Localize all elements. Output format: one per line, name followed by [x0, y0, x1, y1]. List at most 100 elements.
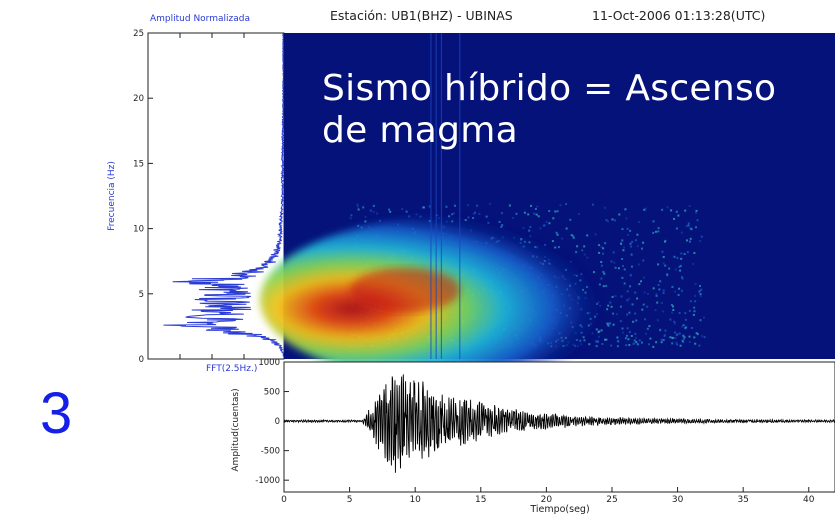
spectrogram-speckle [636, 245, 639, 248]
seismogram-xtick-label: 20 [541, 495, 553, 505]
fft-ylabel: Frecuencia (Hz) [107, 161, 117, 231]
spectrogram-speckle [662, 256, 665, 258]
event-datetime: 11-Oct-2006 01:13:28(UTC) [592, 8, 766, 23]
spectrogram-speckle [687, 222, 690, 225]
spectrogram-speckle [350, 214, 353, 217]
spectrogram-speckle [515, 212, 518, 215]
spectrogram-speckle [536, 205, 539, 208]
spectrogram-speckle [652, 231, 655, 234]
spectrogram-speckle [692, 313, 695, 316]
spectrogram-speckle [693, 336, 696, 339]
seismogram-xtick-label: 40 [803, 495, 815, 505]
spectrogram-speckle [669, 336, 672, 339]
spectrogram-speckle [678, 266, 681, 268]
spectrogram-speckle [687, 224, 690, 227]
fft-ytick-label: 20 [133, 94, 144, 104]
spectrogram-speckle [523, 211, 526, 214]
spectrogram-speckle [642, 241, 645, 244]
spectrogram-speckle [636, 233, 639, 236]
spectrogram-speckle [408, 215, 411, 218]
spectrogram-speckle [415, 213, 418, 216]
spectrogram-speckle [454, 204, 456, 207]
spectrogram-speckle [376, 212, 379, 215]
spectrogram-speckle [699, 294, 702, 297]
spectrogram-speckle [680, 252, 683, 255]
spectrogram-speckle [674, 268, 677, 271]
spectrogram-speckle [472, 212, 475, 215]
spectrogram-peak-region [350, 268, 460, 312]
spectrogram-speckle [692, 262, 695, 265]
seismogram-ytick-label: -500 [261, 447, 280, 457]
spectrogram-speckle [378, 219, 381, 222]
spectrogram-speckle [684, 318, 687, 321]
spectrogram-speckle [676, 257, 679, 259]
seismogram-xtick-label: 0 [281, 495, 287, 505]
seismogram-panel: 0 5 10 15 20 25 30 35 40 1000 500 0 -500 -1000 [255, 358, 835, 505]
spectrogram-speckle [699, 285, 701, 287]
spectrogram-speckle [696, 219, 699, 222]
spectrogram-speckle [405, 210, 408, 213]
seismogram-ytick-label: 1000 [258, 358, 280, 368]
spectrogram-speckle [657, 227, 660, 230]
spectrogram-speckle [627, 233, 629, 236]
spectrogram-speckle [671, 342, 674, 345]
seismogram-xtick-label: 5 [347, 495, 353, 505]
spectrogram-speckle [685, 225, 688, 228]
spectrogram-panel [260, 33, 835, 385]
spectrogram-speckle [621, 239, 624, 242]
spectrogram-speckle [641, 247, 643, 250]
spectrogram-speckle [662, 339, 665, 341]
spectrogram-speckle [357, 224, 360, 227]
spectrogram-speckle [688, 240, 691, 243]
spectrogram-speckle [676, 333, 679, 336]
spectrogram-speckle [681, 339, 684, 342]
spectrogram-speckle [451, 213, 454, 216]
spectrogram-speckle [679, 344, 682, 347]
spectrogram-speckle [693, 306, 696, 309]
spectrogram-speckle [678, 312, 681, 314]
spectrogram-speckle [357, 208, 360, 211]
spectrogram-speckle [686, 251, 689, 254]
spectrogram-speckle [681, 277, 684, 280]
spectrogram-speckle [552, 217, 555, 220]
spectrogram-speckle [676, 343, 679, 346]
spectrogram-speckle [675, 227, 678, 230]
spectrogram-speckle [689, 300, 692, 303]
spectrogram-speckle [527, 213, 530, 216]
spectrogram-speckle [662, 262, 665, 265]
spectrogram-speckle [693, 310, 696, 313]
spectrogram-speckle [422, 206, 425, 209]
spectrogram-speckle [693, 252, 696, 254]
seismogram-trace [283, 374, 835, 473]
panel-number: 3 [40, 381, 73, 446]
spectrogram-speckle [699, 293, 702, 295]
spectrogram-energy-region [260, 215, 680, 385]
spectrogram-speckle [660, 341, 663, 344]
spectrogram-speckle [435, 214, 438, 217]
fft-ytick-label: 25 [133, 29, 144, 39]
spectrogram-speckle [673, 320, 676, 323]
spectrogram-speckle [673, 255, 676, 258]
spectrogram-speckle [644, 207, 647, 210]
seismogram-xlabel: Tiempo(seg) [529, 504, 589, 515]
spectrogram-speckle [699, 319, 702, 322]
spectrogram-speckle [674, 322, 676, 325]
spectrogram-speckle [655, 230, 657, 233]
spectrogram-speckle [401, 208, 404, 210]
spectrogram-speckle [631, 240, 634, 243]
spectrogram-speckle [372, 210, 375, 213]
spectrogram-speckle [666, 206, 669, 209]
spectrogram-speckle [684, 312, 687, 315]
spectrogram-speckle [629, 242, 632, 245]
spectrogram-speckle [695, 332, 698, 334]
spectrogram-speckle [476, 204, 479, 207]
spectrogram-speckle [703, 316, 705, 319]
spectrogram-speckle [696, 333, 699, 336]
spectrogram-speckle [672, 336, 675, 339]
overlay-title: Sismo híbrido = Ascenso de magma [322, 68, 777, 151]
spectrogram-speckle [663, 334, 666, 337]
spectrogram-speckle [652, 345, 655, 348]
spectrogram-speckle [700, 235, 703, 238]
spectrogram-speckle [372, 204, 375, 207]
